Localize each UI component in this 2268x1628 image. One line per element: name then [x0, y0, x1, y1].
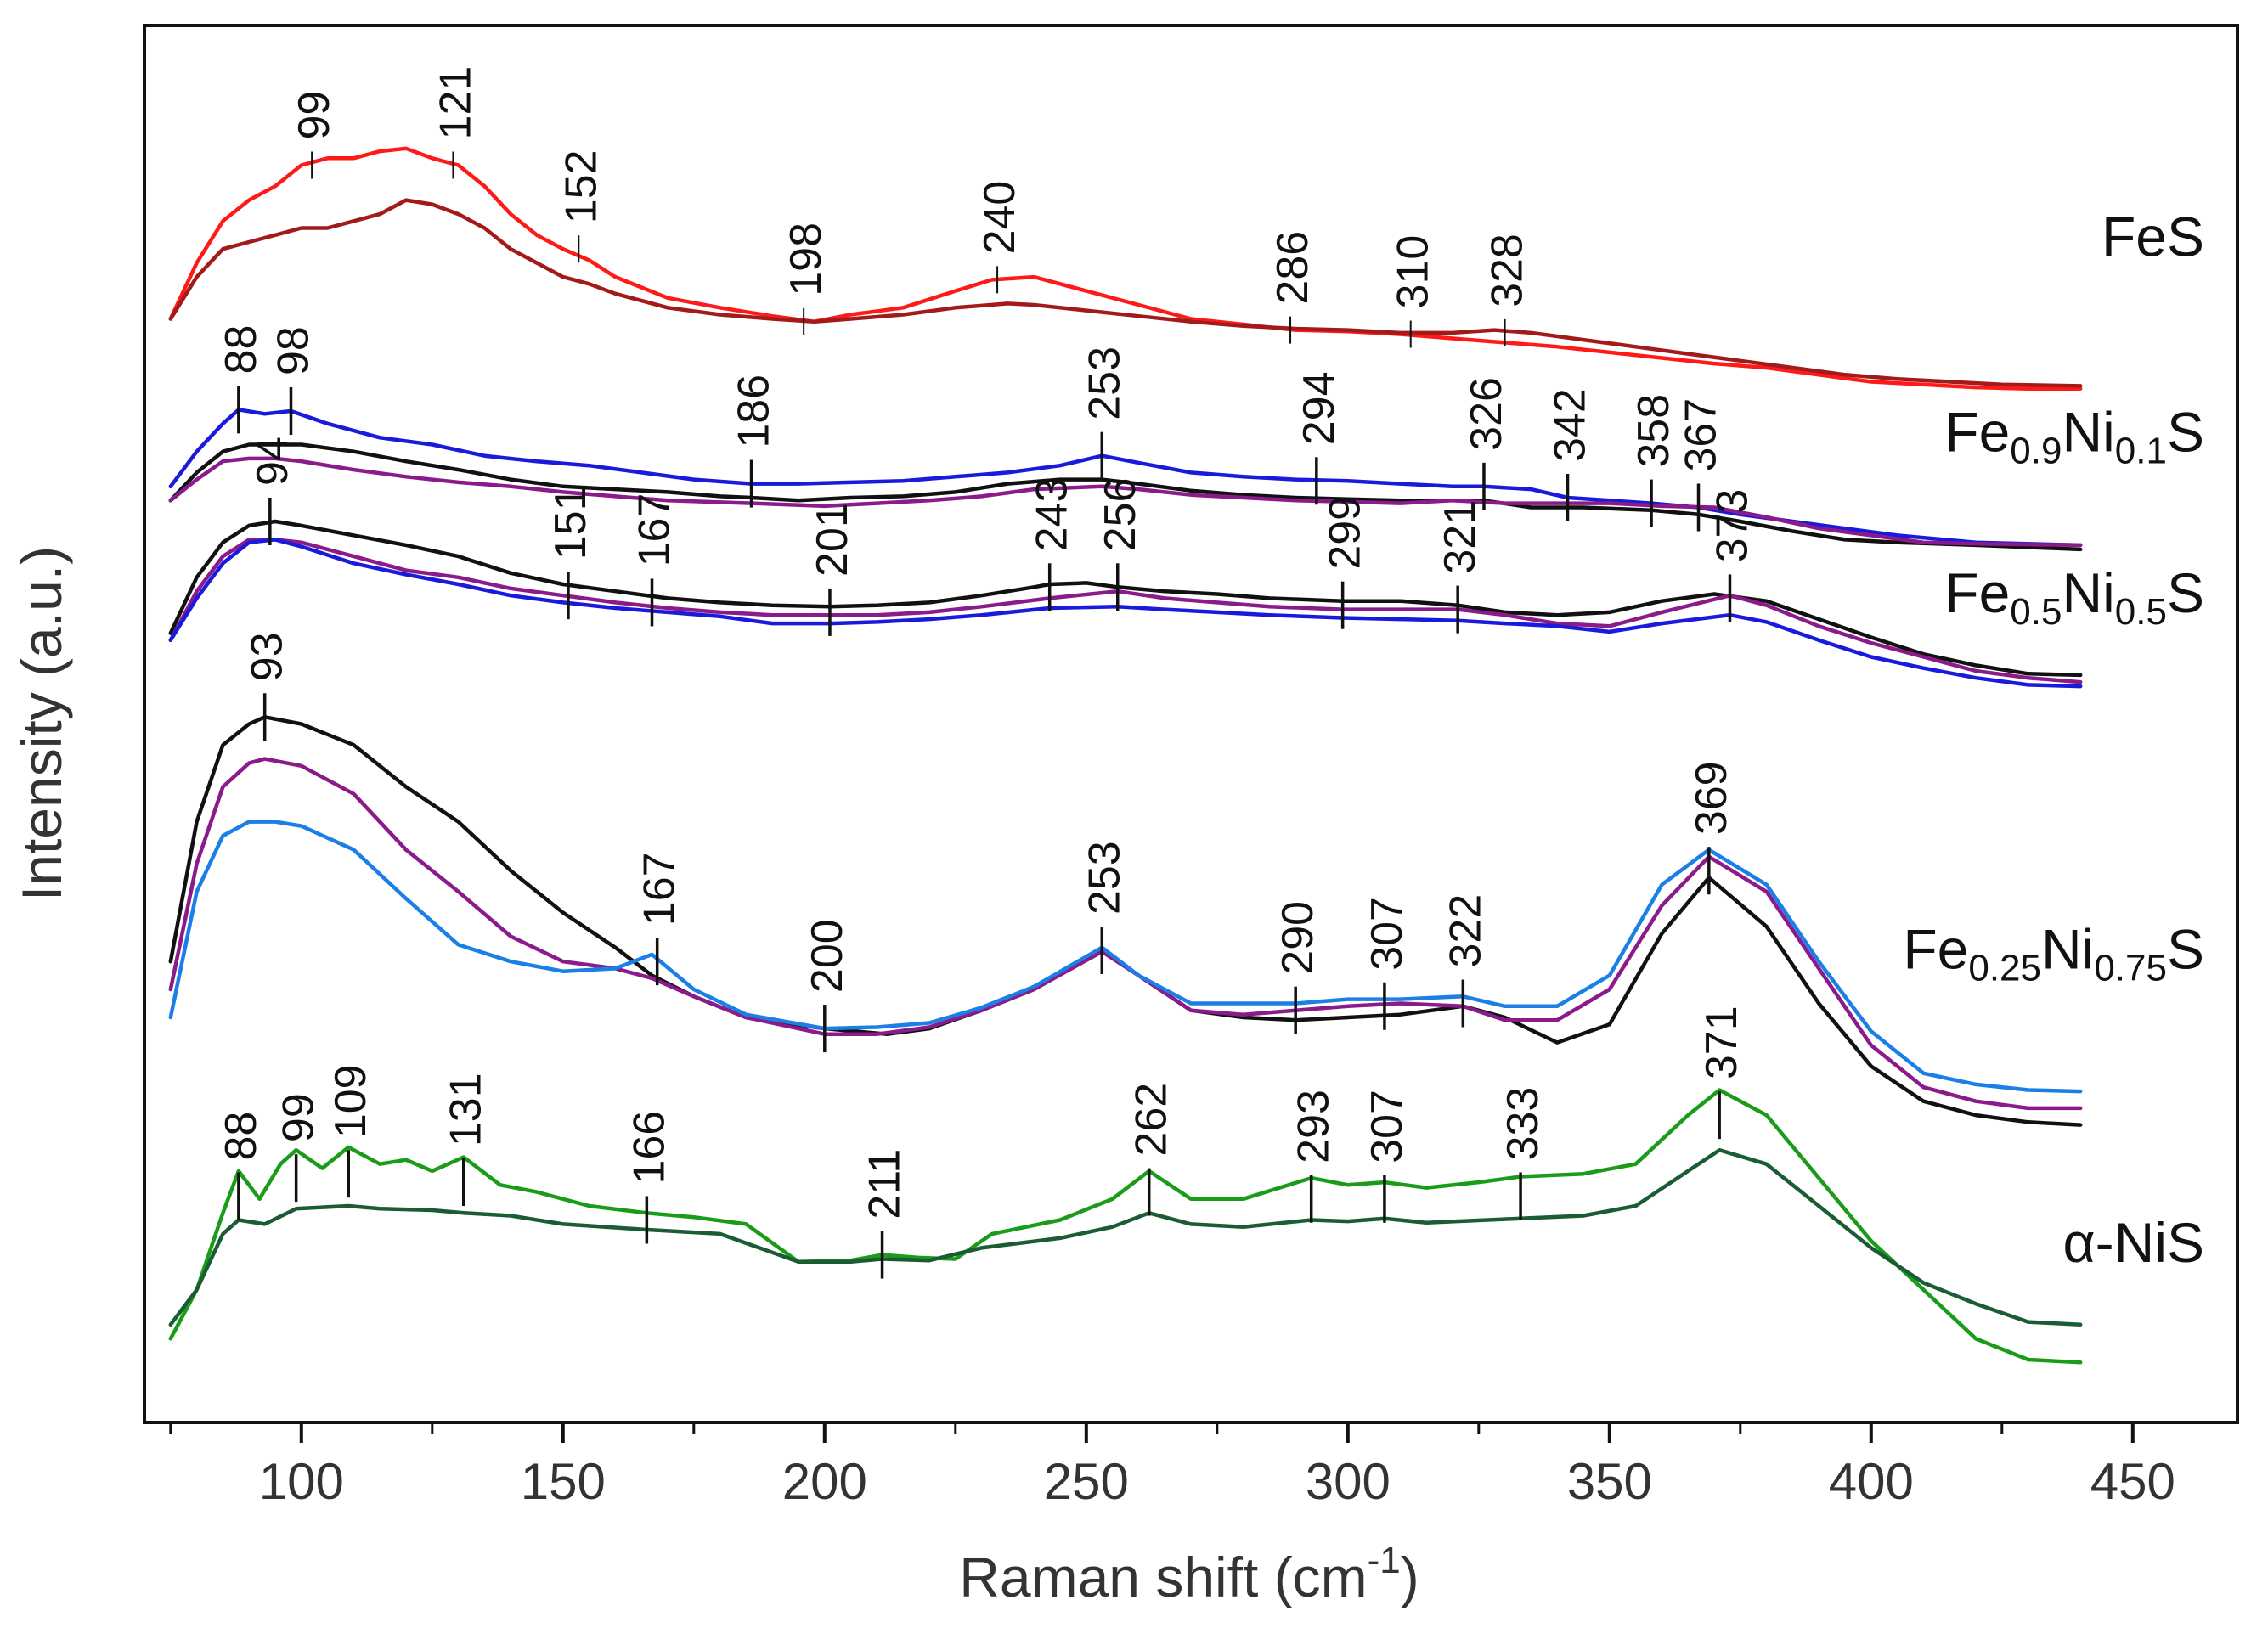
sample-label-fe0-5ni0-5s: Fe0.5Ni0.5S — [1944, 561, 2204, 633]
peak-label-253-11: 253 — [1080, 346, 1129, 420]
peak-label-293-41: 293 — [1289, 1090, 1339, 1163]
sample-label-part: Fe — [1944, 561, 2010, 624]
x-tick-label-300: 300 — [1306, 1453, 1391, 1510]
peak-label-131-37: 131 — [442, 1073, 491, 1146]
series-line-nis-2 — [168, 1147, 2083, 1327]
peak-label-98-9: 98 — [269, 326, 319, 375]
sample-label-fes: FeS — [2102, 205, 2204, 268]
x-axis-label-close: ) — [1401, 1546, 1419, 1608]
sample-label-part: S — [2167, 401, 2204, 464]
peak-label-88-8: 88 — [217, 325, 266, 375]
x-tick-label-100: 100 — [259, 1453, 344, 1510]
sample-label-part: 0.5 — [2115, 591, 2167, 633]
peak-label-167-27: 167 — [635, 852, 685, 926]
peak-label-307-31: 307 — [1362, 897, 1412, 971]
plot-frame — [143, 24, 2239, 1424]
sample-label-part: 0.5 — [2010, 591, 2062, 633]
peak-label-93-26: 93 — [243, 632, 292, 681]
sample-label-part: FeS — [2102, 205, 2204, 268]
peak-label-373-25: 373 — [1708, 489, 1757, 563]
peak-label-294-12: 294 — [1295, 371, 1344, 445]
sample-label-nis: α-NiS — [2063, 1211, 2204, 1274]
series-line-fe0-25ni0-75s-3 — [168, 820, 2083, 1094]
peak-label-109-36: 109 — [326, 1064, 375, 1138]
sample-label-fe0-9ni0-1s: Fe0.9Ni0.1S — [1944, 401, 2204, 472]
x-tick-label-400: 400 — [1829, 1453, 1914, 1510]
peak-label-198-3: 198 — [781, 223, 831, 296]
peak-label-326-13: 326 — [1462, 377, 1511, 451]
sample-label-part: 0.25 — [1968, 947, 2041, 989]
peak-label-94-17: 94 — [248, 437, 297, 486]
peak-label-186-10: 186 — [730, 375, 779, 448]
series-line-fe0-9ni0-1s-3 — [168, 456, 2083, 548]
x-tick-label-250: 250 — [1044, 1453, 1129, 1510]
peak-label-369-33: 369 — [1687, 761, 1736, 835]
series-line-nis-1 — [168, 1088, 2083, 1365]
peak-label-333-43: 333 — [1498, 1087, 1548, 1161]
series-line-fes-1 — [168, 146, 2083, 391]
peak-label-299-23: 299 — [1321, 496, 1370, 570]
peak-label-307-42: 307 — [1362, 1090, 1412, 1163]
peak-label-321-24: 321 — [1436, 500, 1485, 574]
sample-label-layer: FeSFe0.9Ni0.1SFe0.5Ni0.5SFe0.25Ni0.75Sα-… — [1903, 205, 2204, 1273]
peak-label-253-29: 253 — [1080, 841, 1129, 915]
peak-label-200-28: 200 — [803, 919, 852, 993]
series-line-fe0-9ni0-1s-2 — [168, 442, 2083, 552]
peak-label-99-0: 99 — [290, 91, 339, 140]
sample-label-part: Fe — [1944, 401, 2010, 464]
sample-label-part: S — [2167, 917, 2204, 980]
peak-label-342-14: 342 — [1546, 388, 1595, 462]
series-line-fe0-25ni0-75s-2 — [168, 757, 2083, 1111]
peak-label-290-30: 290 — [1273, 901, 1323, 975]
x-tick-layer: 100 150 200 250 300 350 400 450 — [169, 1422, 2175, 1510]
peak-label-358-15: 358 — [1629, 394, 1678, 468]
x-axis-label: Raman shift (cm-1) — [959, 1540, 1419, 1608]
peak-label-256-22: 256 — [1096, 478, 1145, 552]
peak-label-166-38: 166 — [624, 1111, 674, 1185]
peak-label-167-19: 167 — [629, 493, 679, 567]
peak-label-367-16: 367 — [1677, 398, 1726, 472]
peak-label-286-5: 286 — [1268, 231, 1317, 305]
y-axis-label: Intensity (a.u.) — [10, 546, 73, 901]
peak-label-152-2: 152 — [556, 149, 606, 223]
sample-label-fe0-25ni0-75s: Fe0.25Ni0.75S — [1903, 917, 2204, 989]
x-tick-label-450: 450 — [2090, 1453, 2175, 1510]
sample-label-part: Fe — [1903, 917, 1968, 980]
x-axis-label-main: Raman shift (cm — [959, 1546, 1367, 1608]
series-line-fes-2 — [168, 198, 2083, 388]
peak-label-211-39: 211 — [860, 1149, 910, 1220]
x-axis-label-sup: -1 — [1368, 1540, 1401, 1581]
sample-label-part: Ni — [2062, 561, 2114, 624]
peak-label-310-6: 310 — [1389, 235, 1438, 309]
peak-label-201-20: 201 — [808, 503, 857, 577]
sample-label-part: 0.9 — [2010, 431, 2062, 472]
sample-label-part: Ni — [2062, 401, 2114, 464]
x-tick-label-350: 350 — [1567, 1453, 1652, 1510]
peak-label-243-21: 243 — [1028, 478, 1077, 552]
peak-label-262-40: 262 — [1127, 1083, 1176, 1157]
peak-label-240-4: 240 — [975, 181, 1024, 255]
peak-label-328-7: 328 — [1483, 234, 1532, 307]
sample-label-part: S — [2167, 561, 2204, 624]
x-tick-label-150: 150 — [521, 1453, 606, 1510]
peak-label-322-32: 322 — [1441, 894, 1490, 968]
x-tick-label-200: 200 — [782, 1453, 867, 1510]
axis-layer — [143, 24, 2239, 1424]
peak-label-151-18: 151 — [546, 486, 595, 560]
sample-label-part: 0.75 — [2094, 947, 2167, 989]
sample-label-part: 0.1 — [2115, 431, 2167, 472]
sample-label-part: α-NiS — [2063, 1211, 2204, 1274]
peak-label-371-44: 371 — [1697, 1006, 1746, 1079]
peak-label-99-35: 99 — [274, 1093, 324, 1142]
sample-label-part: Ni — [2041, 917, 2094, 980]
peak-label-88-34: 88 — [217, 1112, 266, 1161]
peak-label-121-1: 121 — [431, 66, 480, 140]
